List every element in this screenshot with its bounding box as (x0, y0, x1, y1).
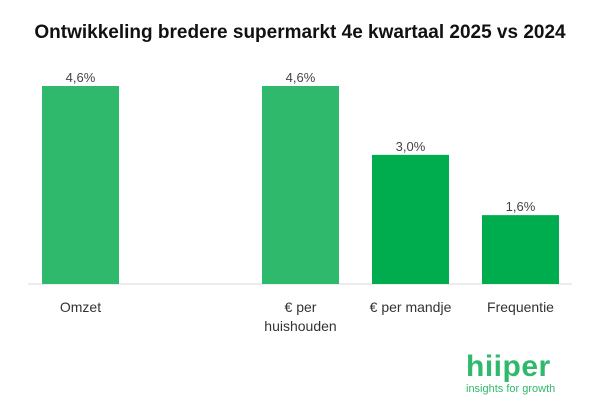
category-label-2: € per huishouden (264, 299, 336, 334)
value-label-0: 4,6% (66, 70, 96, 85)
bar-0 (42, 86, 119, 284)
category-label-4: Frequentie (487, 299, 554, 315)
brand-logo: hiiper insights for growth (466, 352, 566, 396)
logo-tagline: insights for growth (466, 383, 556, 395)
chart-title: Ontwikkeling bredere supermarkt 4e kwart… (34, 22, 566, 43)
category-label-3: € per mandje (370, 299, 452, 315)
bar-2 (262, 86, 339, 284)
bar-3 (372, 154, 449, 284)
value-label-4: 1,6% (506, 199, 536, 214)
logo-wordmark: hiiper (466, 350, 551, 383)
value-label-2: 4,6% (286, 70, 316, 85)
value-label-3: 3,0% (396, 139, 426, 154)
category-label-0: Omzet (60, 299, 101, 315)
bar-4 (482, 215, 559, 284)
